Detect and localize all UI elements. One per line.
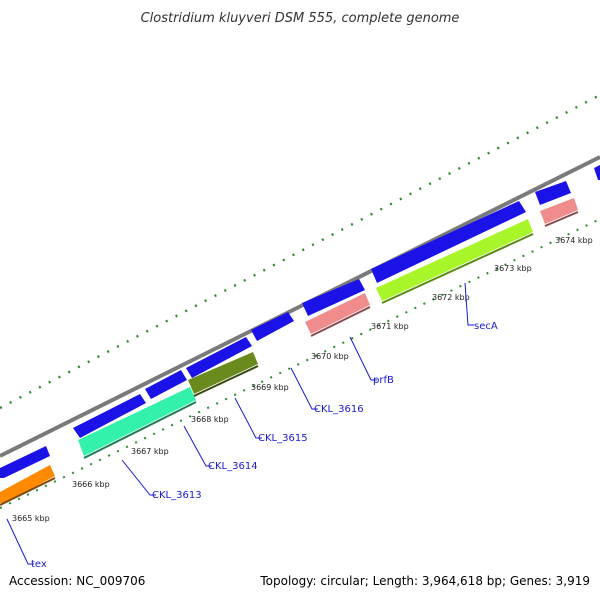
forward-gene-arrow[interactable] <box>186 337 252 378</box>
reverse-strand-genes <box>0 198 579 506</box>
gene-labels: tex CKL_3613 CKL_3614 CKL_3615 CKL_3616 … <box>31 321 498 570</box>
gene-shadow <box>0 477 56 506</box>
forward-gene-arrow[interactable] <box>302 279 365 316</box>
map-title: Clostridium kluyveri DSM 555, complete g… <box>141 11 460 26</box>
gene-small-pink[interactable] <box>540 198 578 224</box>
forward-gene-arrow[interactable] <box>535 181 571 205</box>
kbp-tick-ring <box>0 218 600 509</box>
kbp-label: 3674 kbp <box>555 236 593 245</box>
minor-ticks <box>0 218 600 509</box>
gene-label-prfB[interactable]: prfB <box>373 375 394 386</box>
accession-text: Accession: NC_009706 <box>9 574 146 588</box>
gene-CKL_3615[interactable] <box>188 352 258 394</box>
kbp-label: 3667 kbp <box>131 447 169 456</box>
kbp-label: 3665 kbp <box>12 514 50 523</box>
gene-label-CKL_3616[interactable]: CKL_3616 <box>314 404 364 415</box>
leader-prfB <box>349 336 377 381</box>
forward-strand-genes <box>0 165 600 478</box>
gene-label-secA[interactable]: secA <box>474 321 498 332</box>
kbp-label: 3670 kbp <box>311 352 349 361</box>
gene-label-CKL_3613[interactable]: CKL_3613 <box>152 490 202 501</box>
gene-label-CKL_3615[interactable]: CKL_3615 <box>258 433 308 444</box>
gene-shadow <box>544 211 579 227</box>
gene-CKL_3613[interactable] <box>78 387 196 456</box>
kbp-label: 3673 kbp <box>494 264 532 273</box>
leader-CKL_3615 <box>234 397 262 439</box>
gene-tex[interactable] <box>0 465 55 503</box>
gene-label-tex[interactable]: tex <box>31 559 47 570</box>
gene-shadow <box>83 401 197 459</box>
forward-gene-arrow[interactable] <box>371 201 526 283</box>
genome-backbone <box>0 155 600 458</box>
forward-gene-arrow[interactable] <box>251 312 294 341</box>
kbp-label: 3666 kbp <box>72 480 110 489</box>
kbp-label: 3671 kbp <box>371 322 409 331</box>
gene-secA[interactable] <box>376 219 533 301</box>
kbp-labels: 3665 kbp 3666 kbp 3667 kbp 3668 kbp 3669… <box>12 236 593 523</box>
leader-CKL_3616 <box>290 367 318 410</box>
outer-tick-ring <box>0 93 600 410</box>
leader-tex <box>6 518 34 565</box>
leader-CKL_3613 <box>121 459 156 496</box>
kbp-label: 3669 kbp <box>251 383 289 392</box>
gene-shadow <box>193 365 259 397</box>
kbp-label: 3668 kbp <box>191 415 229 424</box>
leader-secA <box>464 282 474 326</box>
forward-gene-arrow[interactable] <box>0 446 50 478</box>
gene-label-leaders <box>6 282 474 565</box>
gene-shadow <box>310 306 371 337</box>
forward-gene-arrow[interactable] <box>145 370 187 399</box>
gene-label-CKL_3614[interactable]: CKL_3614 <box>208 461 258 472</box>
kbp-label: 3672 kbp <box>432 293 470 302</box>
genome-summary-text: Topology: circular; Length: 3,964,618 bp… <box>260 574 590 588</box>
leader-CKL_3614 <box>183 425 212 467</box>
forward-gene-arrow[interactable] <box>73 394 146 438</box>
gene-prfB[interactable] <box>305 293 370 334</box>
gene-shadow <box>381 233 534 304</box>
forward-gene-arrow[interactable] <box>594 165 600 180</box>
